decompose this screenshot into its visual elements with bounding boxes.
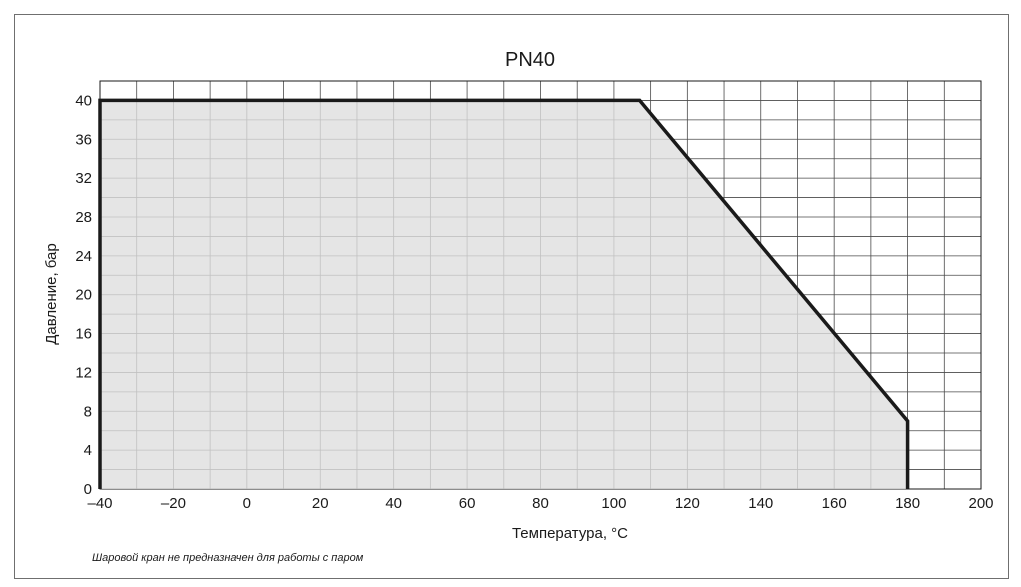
x-tick-label: 160 <box>822 495 847 512</box>
x-tick-label: 140 <box>748 495 773 512</box>
y-axis-label: Давление, бар <box>43 243 60 345</box>
x-tick-label: 120 <box>675 495 700 512</box>
y-tick-label: 8 <box>84 403 92 420</box>
y-tick-label: 28 <box>75 209 92 226</box>
y-tick-label: 24 <box>75 248 92 265</box>
operating-area <box>98 98 910 489</box>
y-tick-label: 40 <box>75 92 92 109</box>
x-tick-label: 180 <box>895 495 920 512</box>
x-tick-label: 60 <box>459 495 476 512</box>
y-tick-label: 32 <box>75 170 92 187</box>
x-tick-label: 20 <box>312 495 329 512</box>
operating-area-fill <box>100 100 908 489</box>
y-tick-label: 20 <box>75 287 92 304</box>
x-tick-label: 0 <box>243 495 251 512</box>
x-tick-label: 40 <box>385 495 402 512</box>
y-axis-ticks: 0 4 8 12 16 20 24 28 32 36 40 <box>75 92 92 498</box>
x-axis-label: Температура, °C <box>512 525 628 542</box>
y-tick-label: 36 <box>75 131 92 148</box>
y-tick-label: 16 <box>75 326 92 343</box>
x-tick-label: 200 <box>968 495 993 512</box>
x-tick-label: –40 <box>87 495 112 512</box>
chart-frame <box>14 14 1009 579</box>
x-tick-label: 100 <box>601 495 626 512</box>
footnote: Шаровой кран не предназначен для работы … <box>92 552 364 564</box>
x-tick-label: 80 <box>532 495 549 512</box>
x-axis-ticks: –40 –20 0 20 40 60 80 100 120 140 160 180 200 <box>87 495 993 512</box>
pressure-limit-line <box>98 98 910 489</box>
chart-title: PN40 <box>505 49 555 71</box>
y-tick-label: 4 <box>84 442 92 459</box>
y-tick-label: 12 <box>75 364 92 381</box>
y-tick-label: 0 <box>84 481 92 498</box>
x-tick-label: –20 <box>161 495 186 512</box>
